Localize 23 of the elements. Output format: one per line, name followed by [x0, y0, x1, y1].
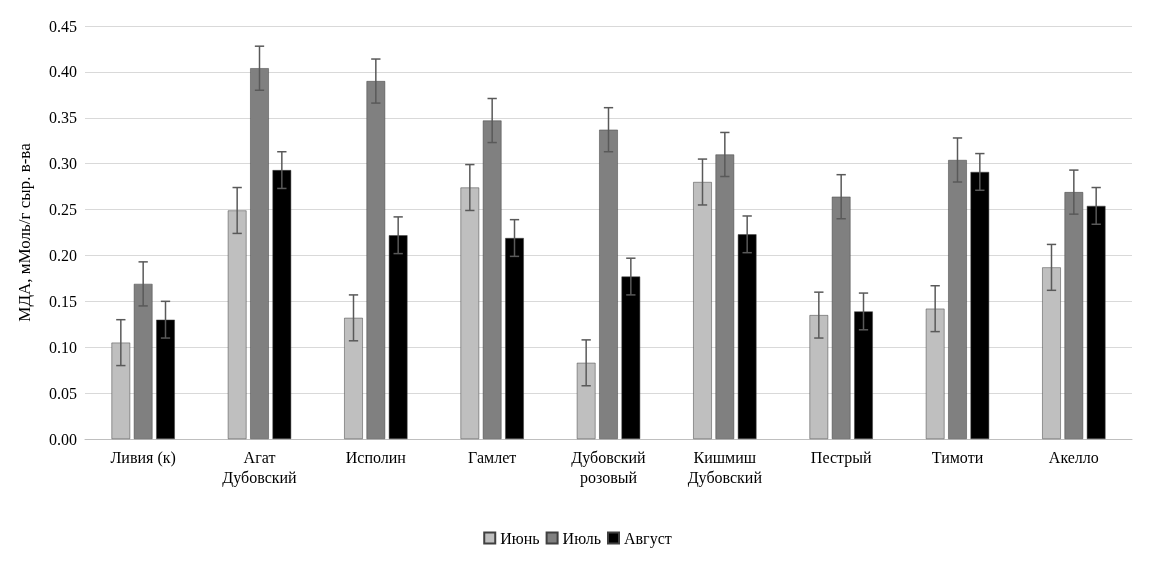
x-tick-label: Гамлет [468, 448, 517, 466]
y-tick-label: 0.40 [49, 63, 77, 81]
x-tick-label: Агат Дубовский [222, 448, 298, 487]
x-tick-label: Кишмиш Дубовский [687, 448, 763, 487]
y-tick-label: 0.25 [49, 201, 77, 219]
x-tick-label: Акелло [1048, 448, 1099, 466]
y-tick-label: 0.05 [49, 384, 77, 402]
x-tick-label: Дубовский розовый [571, 448, 647, 487]
y-tick-label: 0.45 [49, 17, 77, 35]
y-tick-label: 0.10 [49, 338, 77, 356]
x-tick-label: Тимоти [931, 448, 984, 466]
y-tick-label: 0.20 [49, 246, 77, 264]
legend-label: Июль [562, 529, 601, 547]
y-axis-title: МДА, мМоль/г сыр. в-ва [15, 142, 34, 322]
legend-label: Август [624, 529, 672, 548]
x-tick-label: Ливия (к) [110, 448, 176, 467]
y-tick-label: 0.35 [49, 109, 77, 127]
legend-label: Июнь [500, 529, 540, 547]
y-tick-label: 0.15 [49, 292, 77, 310]
y-tick-label: 0.00 [49, 430, 77, 448]
x-tick-label: Исполин [345, 448, 407, 466]
x-tick-label: Пестрый [810, 448, 872, 467]
y-tick-label: 0.30 [49, 155, 77, 173]
